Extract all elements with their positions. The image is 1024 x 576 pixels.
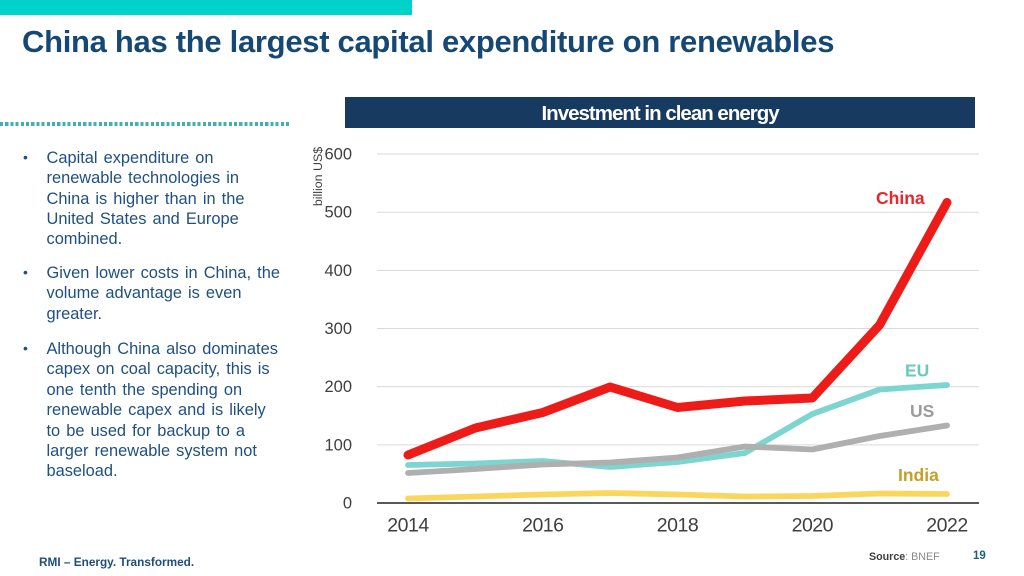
svg-text:200: 200 — [324, 378, 352, 396]
svg-text:2020: 2020 — [792, 515, 834, 537]
svg-text:500: 500 — [324, 204, 352, 222]
svg-text:100: 100 — [324, 436, 352, 454]
svg-text:2016: 2016 — [522, 515, 563, 537]
svg-text:US: US — [910, 401, 934, 421]
svg-text:400: 400 — [324, 262, 352, 280]
svg-text:0: 0 — [343, 495, 352, 513]
svg-text:2014: 2014 — [387, 515, 429, 537]
svg-text:billion US$: billion US$ — [311, 147, 325, 206]
svg-text:300: 300 — [324, 320, 352, 338]
svg-text:2022: 2022 — [926, 515, 967, 537]
svg-text:EU: EU — [905, 361, 929, 381]
svg-text:2018: 2018 — [657, 515, 698, 537]
svg-text:600: 600 — [324, 146, 352, 164]
svg-text:India: India — [898, 465, 939, 485]
svg-text:China: China — [876, 188, 925, 208]
